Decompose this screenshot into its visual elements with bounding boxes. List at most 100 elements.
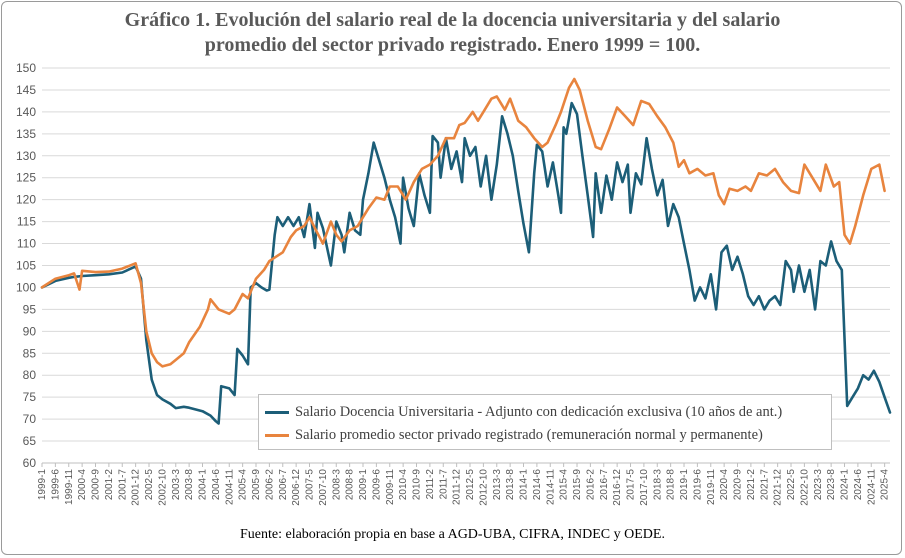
- series-line-privado: [40, 77, 886, 368]
- x-tick-label-2021-12: 2021-12: [773, 469, 784, 506]
- y-tick-label-145: 145: [16, 83, 36, 97]
- x-tick-label-1999-11: 1999-11: [64, 469, 75, 505]
- x-tick-label-2020-4: 2020-4: [719, 469, 730, 501]
- y-tick-label-110: 110: [17, 237, 36, 251]
- x-tick-label-2016-2: 2016-2: [585, 469, 596, 501]
- y-tick-label-115: 115: [17, 215, 36, 229]
- y-tick-label-95: 95: [23, 302, 37, 316]
- y-tick-label-80: 80: [23, 368, 37, 382]
- y-tick-label-140: 140: [16, 105, 36, 119]
- series-lines: [40, 77, 892, 425]
- x-tick-label-2007-10: 2007-10: [318, 469, 329, 506]
- x-tick-label-2009-1: 2009-1: [358, 469, 369, 501]
- x-tick-label-2022-5: 2022-5: [786, 469, 797, 501]
- x-tick-label-2018-8: 2018-8: [666, 469, 677, 501]
- x-tick-label-2001-7: 2001-7: [117, 469, 128, 501]
- y-axis-ticks: 60 65 70 75 80 85 90 95 100 105 110 115 120 125 130 135…: [16, 61, 36, 470]
- x-tick-label-2009-11: 2009-11: [385, 469, 396, 505]
- x-tick-label-2009-6: 2009-6: [371, 469, 382, 501]
- y-tick-label-75: 75: [23, 390, 37, 404]
- x-tick-label-2017-5: 2017-5: [626, 469, 637, 501]
- x-tick-label-2023-3: 2023-3: [813, 469, 824, 501]
- x-tick-label-2024-6: 2024-6: [853, 469, 864, 501]
- y-tick-label-70: 70: [23, 412, 37, 426]
- x-tick-label-2002-10: 2002-10: [157, 469, 168, 506]
- legend-label-docencia: Salario Docencia Universitaria - Adjunto…: [295, 403, 783, 420]
- y-tick-label-130: 130: [16, 149, 36, 163]
- x-tick-label-2004-6: 2004-6: [211, 469, 222, 501]
- x-tick-label-1999-1: 1999-1: [37, 469, 48, 501]
- x-tick-label-2020-9: 2020-9: [733, 469, 744, 501]
- x-tick-label-2005-4: 2005-4: [238, 469, 249, 501]
- x-tick-label-2011-7: 2011-7: [438, 469, 449, 500]
- chart-title-line-1: Gráfico 1. Evolución del salario real de…: [124, 9, 781, 31]
- x-tick-label-2006-12: 2006-12: [291, 469, 302, 506]
- x-tick-label-2011-2: 2011-2: [425, 469, 436, 500]
- x-tick-label-2007-5: 2007-5: [305, 469, 316, 501]
- legend-item-docencia: Salario Docencia Universitaria - Adjunto…: [265, 403, 782, 421]
- x-tick-label-2016-12: 2016-12: [612, 469, 623, 506]
- y-tick-label-85: 85: [23, 346, 37, 360]
- x-axis-ticks: 1999-1 1999-6 1999-11 2000-4 2000-9 2001-2 200…: [37, 463, 891, 506]
- x-tick-label-2001-2: 2001-2: [104, 469, 115, 501]
- x-tick-label-2024-1: 2024-1: [840, 469, 851, 501]
- x-tick-label-2012-5: 2012-5: [465, 469, 476, 501]
- x-tick-label-2015-4: 2015-4: [559, 469, 570, 501]
- x-tick-label-2000-4: 2000-4: [77, 469, 88, 501]
- x-tick-label-2019-6: 2019-6: [692, 469, 703, 501]
- x-tick-label-2012-10: 2012-10: [478, 469, 489, 506]
- y-tick-label-120: 120: [16, 193, 36, 207]
- x-tick-label-2010-4: 2010-4: [398, 469, 409, 501]
- series-line-docencia: [40, 101, 892, 425]
- y-tick-label-125: 125: [16, 171, 36, 185]
- x-tick-label-2008-8: 2008-8: [345, 469, 356, 501]
- x-tick-label-2021-2: 2021-2: [746, 469, 757, 501]
- x-tick-label-2010-9: 2010-9: [412, 469, 423, 501]
- x-tick-label-2014-6: 2014-6: [532, 469, 543, 501]
- x-tick-label-2006-7: 2006-7: [278, 469, 289, 501]
- y-tick-label-105: 105: [16, 259, 36, 273]
- x-tick-label-2024-11: 2024-11: [866, 469, 877, 505]
- x-tick-label-1999-6: 1999-6: [50, 469, 61, 501]
- y-tick-label-135: 135: [16, 127, 36, 141]
- x-tick-label-2000-9: 2000-9: [91, 469, 102, 501]
- y-tick-label-60: 60: [23, 456, 37, 470]
- legend-swatch-docencia: [265, 410, 289, 414]
- x-tick-label-2008-3: 2008-3: [331, 469, 342, 501]
- x-tick-label-2013-8: 2013-8: [505, 469, 516, 501]
- x-tick-label-2002-5: 2002-5: [144, 469, 155, 501]
- x-tick-label-2025-4: 2025-4: [880, 469, 891, 501]
- x-tick-label-2003-8: 2003-8: [184, 469, 195, 501]
- chart-title: Gráfico 1. Evolución del salario real de…: [0, 8, 905, 58]
- x-tick-label-2014-11: 2014-11: [545, 469, 556, 505]
- x-tick-label-2019-1: 2019-1: [679, 469, 690, 501]
- x-tick-label-2019-11: 2019-11: [706, 469, 717, 505]
- x-tick-label-2015-9: 2015-9: [572, 469, 583, 501]
- x-tick-label-2021-7: 2021-7: [759, 469, 770, 501]
- x-tick-label-2014-1: 2014-1: [519, 469, 530, 501]
- source-note: Fuente: elaboración propia en base a AGD…: [240, 527, 665, 542]
- x-tick-label-2013-3: 2013-3: [492, 469, 503, 501]
- x-tick-label-2005-9: 2005-9: [251, 469, 262, 501]
- x-tick-label-2006-2: 2006-2: [264, 469, 275, 501]
- x-tick-label-2018-3: 2018-3: [652, 469, 663, 501]
- x-tick-label-2017-10: 2017-10: [639, 469, 650, 506]
- legend-item-privado: Salario promedio sector privado registra…: [265, 426, 763, 444]
- x-tick-label-2023-8: 2023-8: [826, 469, 837, 501]
- legend: Salario Docencia Universitaria - Adjunto…: [258, 394, 832, 450]
- x-tick-label-2003-3: 2003-3: [171, 469, 182, 501]
- y-tick-label-65: 65: [23, 434, 37, 448]
- x-tick-label-2001-12: 2001-12: [131, 469, 142, 506]
- x-tick-label-2022-10: 2022-10: [799, 469, 810, 506]
- x-tick-label-2011-12: 2011-12: [452, 469, 463, 505]
- x-tick-label-2004-11: 2004-11: [224, 469, 235, 505]
- y-tick-label-150: 150: [16, 61, 36, 75]
- legend-label-privado: Salario promedio sector privado registra…: [295, 426, 763, 443]
- legend-swatch-privado: [265, 433, 289, 437]
- x-tick-label-2016-7: 2016-7: [599, 469, 610, 501]
- chart-title-line-2: promedio del sector privado registrado. …: [204, 34, 701, 56]
- y-tick-label-90: 90: [23, 324, 37, 338]
- y-tick-label-100: 100: [16, 280, 36, 294]
- x-tick-label-2004-1: 2004-1: [198, 469, 209, 501]
